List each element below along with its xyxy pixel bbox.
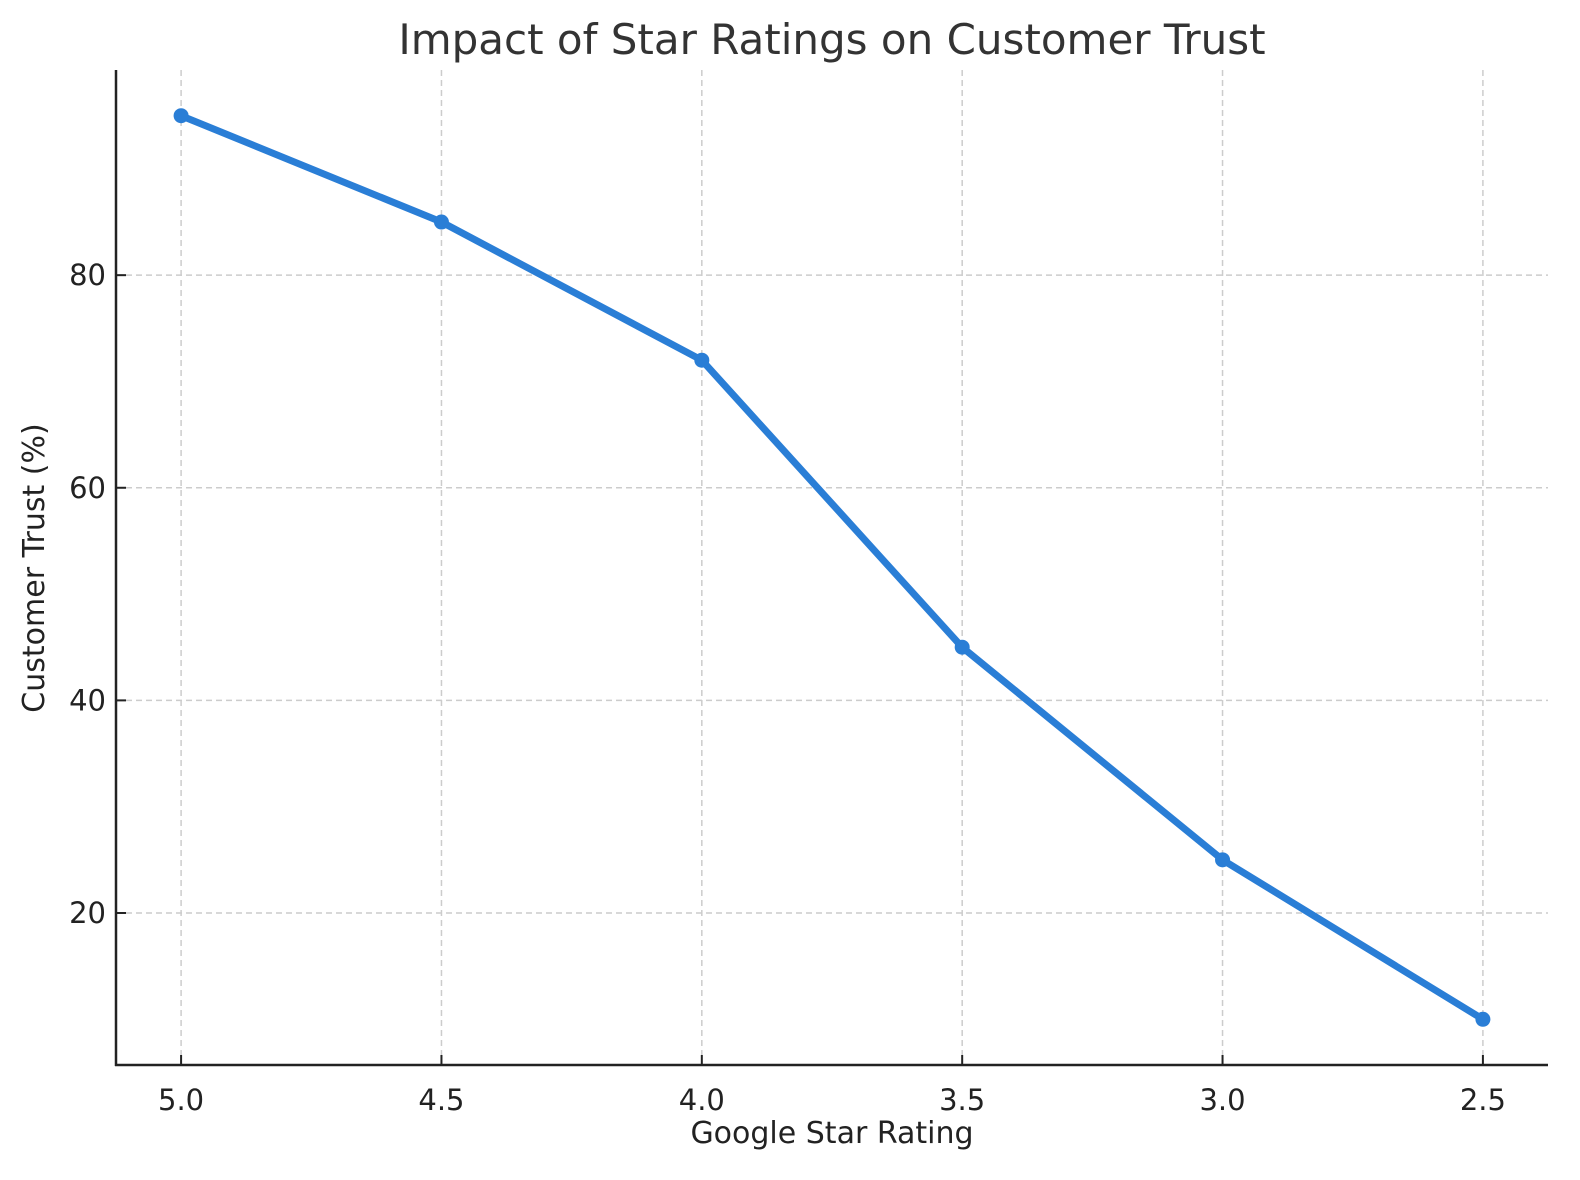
x-tick-label: 3.0 — [1199, 1083, 1245, 1117]
data-point-marker — [954, 639, 970, 655]
y-tick-label: 60 — [69, 471, 106, 505]
grid-lines — [116, 70, 1548, 1065]
axes — [114, 70, 1548, 1067]
y-tick-label: 80 — [69, 258, 106, 292]
chart-title: Impact of Star Ratings on Customer Trust — [398, 15, 1265, 64]
y-tick-label: 20 — [69, 896, 106, 930]
data-point-marker — [173, 108, 189, 124]
y-axis-label: Customer Trust (%) — [17, 423, 52, 712]
x-tick-label: 4.5 — [418, 1083, 464, 1117]
data-point-marker — [694, 352, 710, 368]
x-axis-label: Google Star Rating — [690, 1116, 973, 1151]
x-tick-label: 4.0 — [679, 1083, 725, 1117]
x-tick-label: 2.5 — [1460, 1083, 1506, 1117]
series-line — [177, 112, 1487, 1023]
x-tick-label: 3.5 — [939, 1083, 985, 1117]
x-axis-ticks: 5.0 4.5 4.0 3.5 3.0 2.5 — [158, 1055, 1506, 1117]
data-point-marker — [1215, 852, 1231, 868]
y-tick-label: 40 — [69, 683, 106, 717]
data-series — [173, 108, 1491, 1027]
x-tick-label: 5.0 — [158, 1083, 204, 1117]
data-point-marker — [1475, 1011, 1491, 1027]
y-axis-ticks: 20 40 60 80 — [69, 258, 126, 930]
data-point-marker — [433, 214, 449, 230]
